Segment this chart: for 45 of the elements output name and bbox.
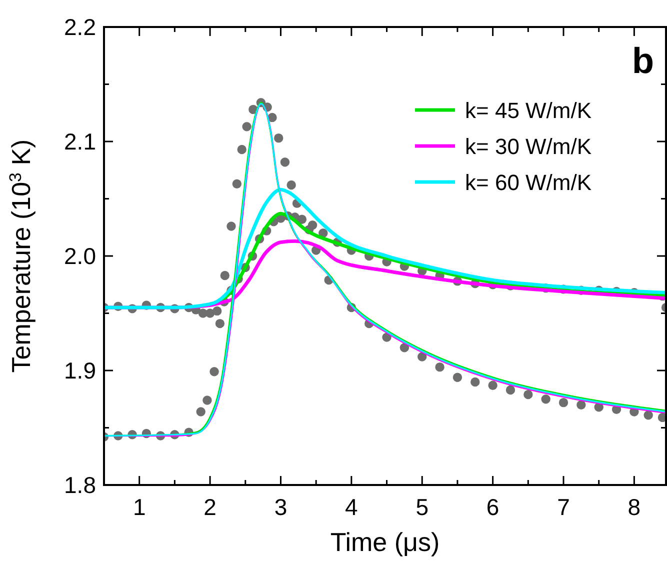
x-tick-label: 5	[416, 494, 429, 520]
point	[202, 396, 212, 405]
point	[226, 222, 236, 231]
x-tick-label: 6	[486, 494, 500, 520]
point	[242, 122, 252, 132]
legend-label: k= 45 W/m/K	[465, 98, 592, 123]
point	[220, 270, 230, 280]
point	[418, 352, 427, 362]
point	[210, 367, 219, 376]
point	[196, 407, 206, 416]
y-tick-label: 2.1	[64, 128, 96, 154]
legend-label: k= 60 W/m/K	[465, 170, 592, 195]
point	[297, 214, 307, 224]
x-tick-label: 1	[132, 494, 146, 520]
y-tick-label: 2.2	[64, 14, 96, 40]
point	[470, 377, 480, 387]
x-tick-label: 4	[345, 494, 358, 520]
point	[506, 385, 516, 395]
point	[576, 400, 586, 410]
point	[286, 180, 296, 190]
x-tick-label: 7	[557, 494, 570, 520]
point	[274, 133, 284, 143]
x-tick-label: 3	[274, 494, 288, 520]
point	[280, 158, 290, 167]
y-tick-label: 1.9	[64, 358, 96, 384]
x-tick-label: 2	[204, 494, 216, 520]
y-tick-label: 1.8	[64, 472, 96, 498]
chart-title: b	[632, 40, 654, 81]
point	[658, 412, 666, 422]
point	[237, 144, 246, 154]
point	[452, 372, 462, 382]
point	[644, 410, 653, 420]
point	[558, 398, 568, 408]
point	[524, 390, 533, 400]
x-axis-title: Time (μs)	[330, 527, 440, 557]
point	[212, 306, 222, 316]
y-tick-label: 2.0	[64, 243, 96, 269]
legend-label: k= 30 W/m/K	[465, 134, 592, 159]
point	[541, 394, 550, 404]
x-tick-label: 8	[628, 494, 641, 520]
point	[488, 380, 498, 390]
point	[435, 362, 444, 372]
point	[232, 179, 242, 188]
point	[215, 318, 225, 328]
point	[268, 112, 277, 122]
